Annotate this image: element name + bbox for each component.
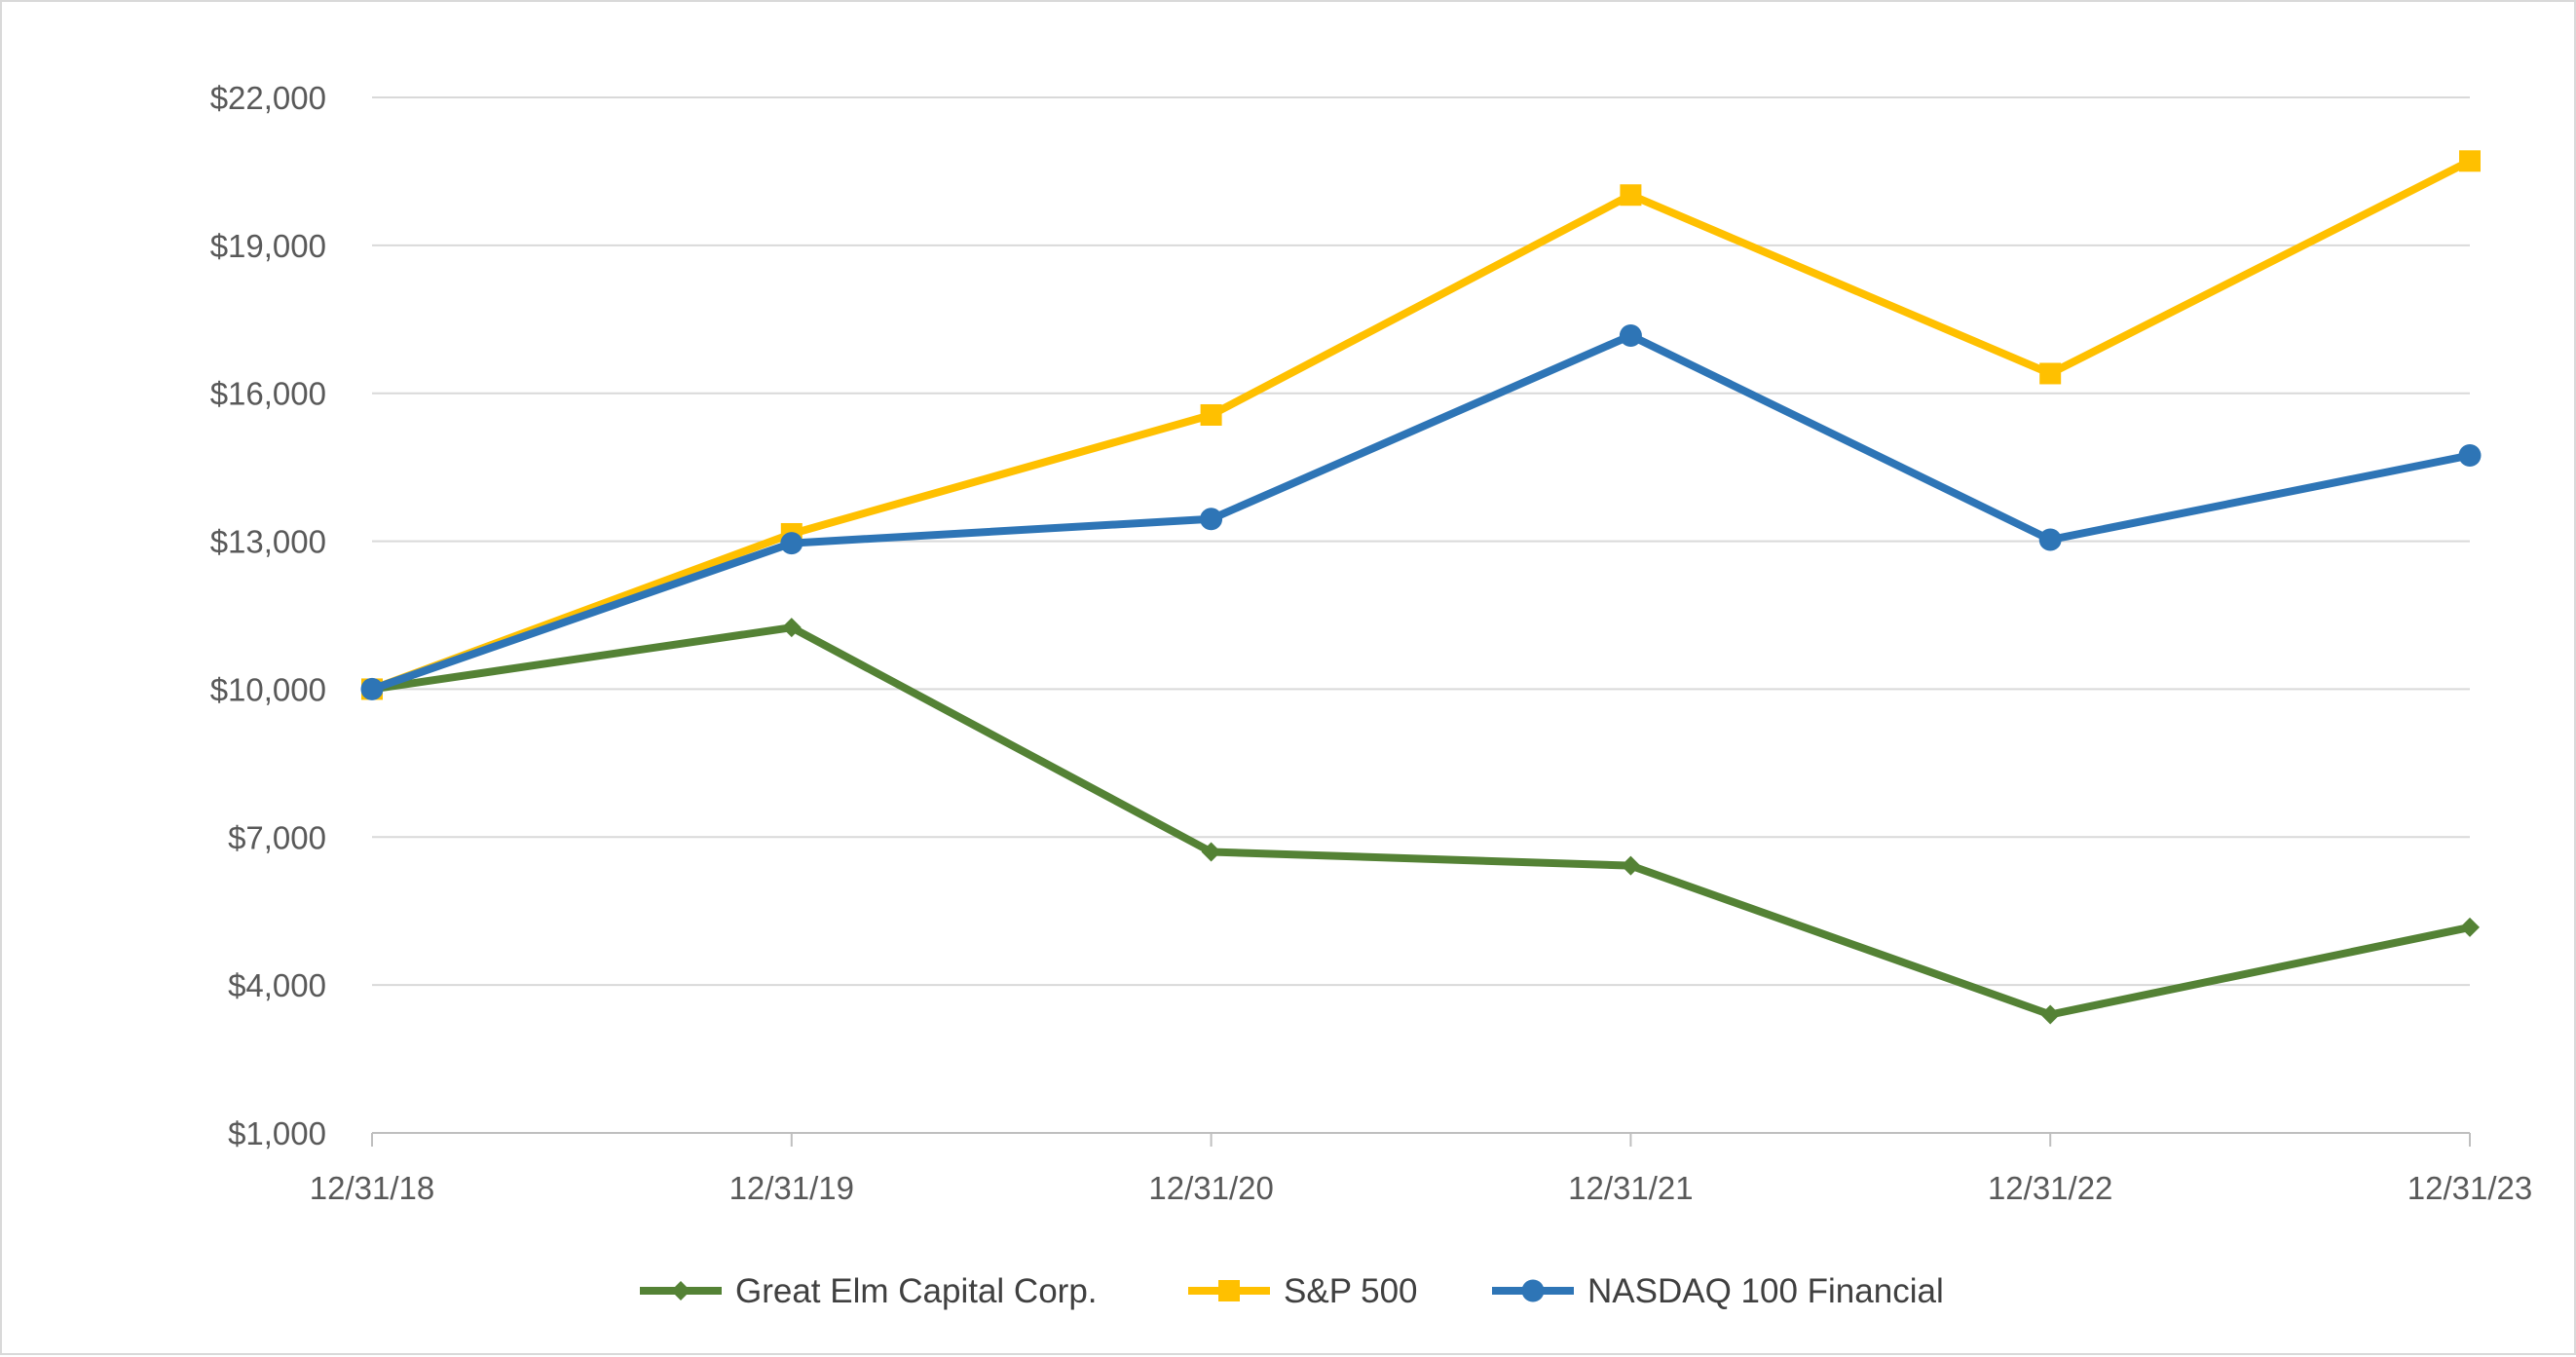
y-tick-label: $1,000 bbox=[228, 1115, 326, 1151]
series-line bbox=[368, 331, 2474, 694]
data-point bbox=[1621, 855, 1641, 876]
data-point bbox=[360, 677, 384, 700]
y-tick-label: $22,000 bbox=[210, 80, 326, 116]
legend-label: Great Elm Capital Corp. bbox=[735, 1272, 1098, 1310]
data-point bbox=[1619, 323, 1642, 347]
data-point bbox=[781, 618, 802, 638]
legend: Great Elm Capital Corp. S&P 500 NASDAQ 100… bbox=[640, 1272, 1944, 1310]
data-point bbox=[2458, 443, 2482, 467]
axes: $1,000 $4,000 $7,000 $10,000 $13,000 $16,000 $… bbox=[210, 80, 2533, 1206]
data-point-legend bbox=[1218, 1280, 1240, 1301]
gridlines bbox=[372, 96, 2470, 987]
series bbox=[360, 150, 2482, 1025]
data-point bbox=[1200, 508, 1223, 531]
x-tick-label: 12/31/20 bbox=[1148, 1170, 1273, 1206]
legend-label: NASDAQ 100 Financial bbox=[1587, 1272, 1944, 1310]
x-tick-label: 12/31/22 bbox=[1988, 1170, 2112, 1206]
data-point bbox=[1201, 842, 1221, 862]
data-point bbox=[780, 532, 803, 555]
y-tick-label: $4,000 bbox=[228, 967, 326, 1003]
data-point-legend bbox=[1521, 1279, 1545, 1302]
data-point bbox=[2038, 528, 2062, 551]
legend-item: S&P 500 bbox=[1188, 1272, 1418, 1310]
x-tick-label: 12/31/23 bbox=[2408, 1170, 2532, 1206]
legend-label: S&P 500 bbox=[1284, 1272, 1418, 1310]
data-point bbox=[1620, 184, 1642, 207]
data-point bbox=[2039, 362, 2062, 385]
data-point bbox=[1200, 403, 1222, 426]
series-line bbox=[368, 623, 2474, 1019]
x-tick-label: 12/31/19 bbox=[729, 1170, 854, 1206]
legend-item: Great Elm Capital Corp. bbox=[640, 1272, 1098, 1310]
y-tick-label: $19,000 bbox=[210, 228, 326, 264]
x-tick-label: 12/31/18 bbox=[310, 1170, 434, 1206]
data-point-legend bbox=[671, 1281, 691, 1300]
series-0 bbox=[362, 618, 2480, 1025]
y-tick-label: $7,000 bbox=[228, 819, 326, 855]
y-tick-label: $13,000 bbox=[210, 524, 326, 560]
y-tick-label: $10,000 bbox=[210, 671, 326, 707]
data-point bbox=[2460, 917, 2480, 937]
legend-item: NASDAQ 100 Financial bbox=[1492, 1272, 1944, 1310]
series-line bbox=[368, 157, 2474, 694]
data-point bbox=[2459, 150, 2481, 172]
y-tick-label: $16,000 bbox=[210, 376, 326, 412]
x-tick-label: 12/31/21 bbox=[1568, 1170, 1693, 1206]
series-2 bbox=[360, 323, 2482, 700]
data-point bbox=[2040, 1004, 2061, 1025]
